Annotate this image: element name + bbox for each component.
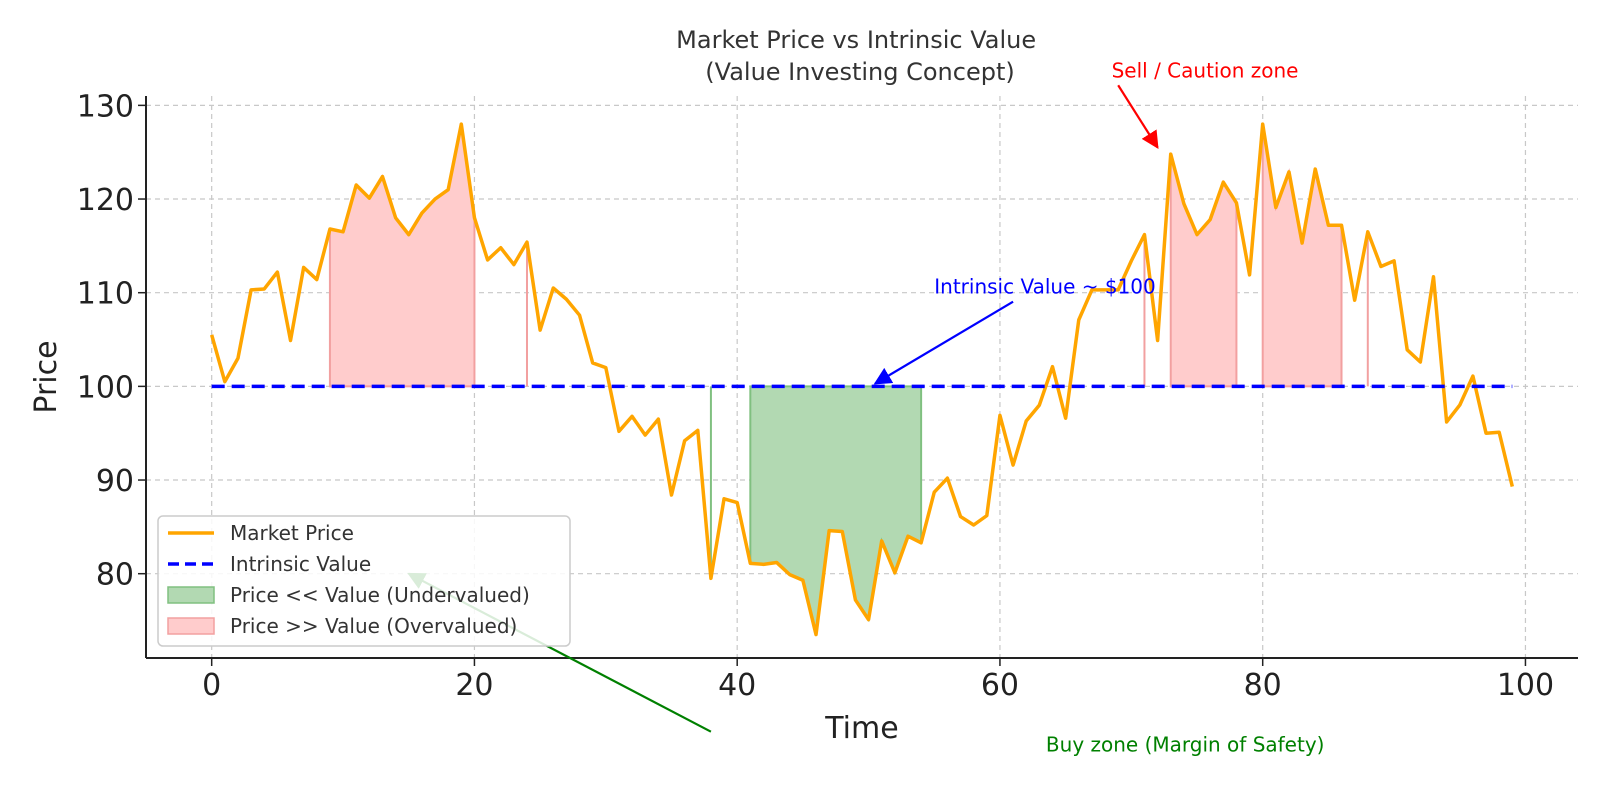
legend-swatch-patch xyxy=(167,586,215,604)
y-tick-label: 130 xyxy=(77,89,134,124)
legend-box xyxy=(157,515,571,647)
y-axis-title: Price xyxy=(29,340,64,413)
y-tick-label: 80 xyxy=(96,558,134,593)
undervalued-region xyxy=(749,385,923,635)
legend-label: Intrinsic Value xyxy=(230,552,371,576)
overvalued-region xyxy=(1261,123,1343,388)
annotation-arrow xyxy=(873,300,1014,385)
axes xyxy=(145,96,1578,659)
y-tick-label: 120 xyxy=(77,183,134,218)
annotation-label: Intrinsic Value ~ $100 xyxy=(934,275,1155,299)
x-tick-label: 60 xyxy=(981,668,1019,703)
chart-title-line: (Value Investing Concept) xyxy=(705,58,1014,86)
x-tick-label: 0 xyxy=(202,668,221,703)
x-tick-label: 100 xyxy=(1497,668,1554,703)
chart-title-line: Market Price vs Intrinsic Value xyxy=(676,26,1036,54)
tick-labels: 0 20 40 60 80 100 80 90 100 110 120 130 xyxy=(77,89,1554,703)
y-tick-label: 90 xyxy=(96,464,134,499)
x-tick-label: 80 xyxy=(1244,668,1282,703)
legend-label: Market Price xyxy=(230,521,354,545)
legend-swatch-patch xyxy=(167,617,215,635)
annotation-label: Buy zone (Margin of Safety) xyxy=(1046,733,1325,757)
legend-label: Price << Value (Undervalued) xyxy=(230,583,530,607)
y-tick-label: 110 xyxy=(77,277,134,312)
market-price-line xyxy=(210,122,1515,637)
legend: Market Price Intrinsic Value Price << Valu… xyxy=(157,515,571,647)
x-tick-label: 20 xyxy=(455,668,493,703)
series-lines xyxy=(210,122,1515,637)
chart-title: Market Price vs Intrinsic Value (Value I… xyxy=(676,26,1044,86)
legend-label: Price >> Value (Overvalued) xyxy=(230,614,517,638)
x-axis-title: Time xyxy=(824,711,898,746)
annotation-arrow xyxy=(1117,84,1159,150)
x-tick-label: 40 xyxy=(718,668,756,703)
y-tick-label: 100 xyxy=(77,370,134,405)
annotation-label: Sell / Caution zone xyxy=(1112,58,1299,82)
